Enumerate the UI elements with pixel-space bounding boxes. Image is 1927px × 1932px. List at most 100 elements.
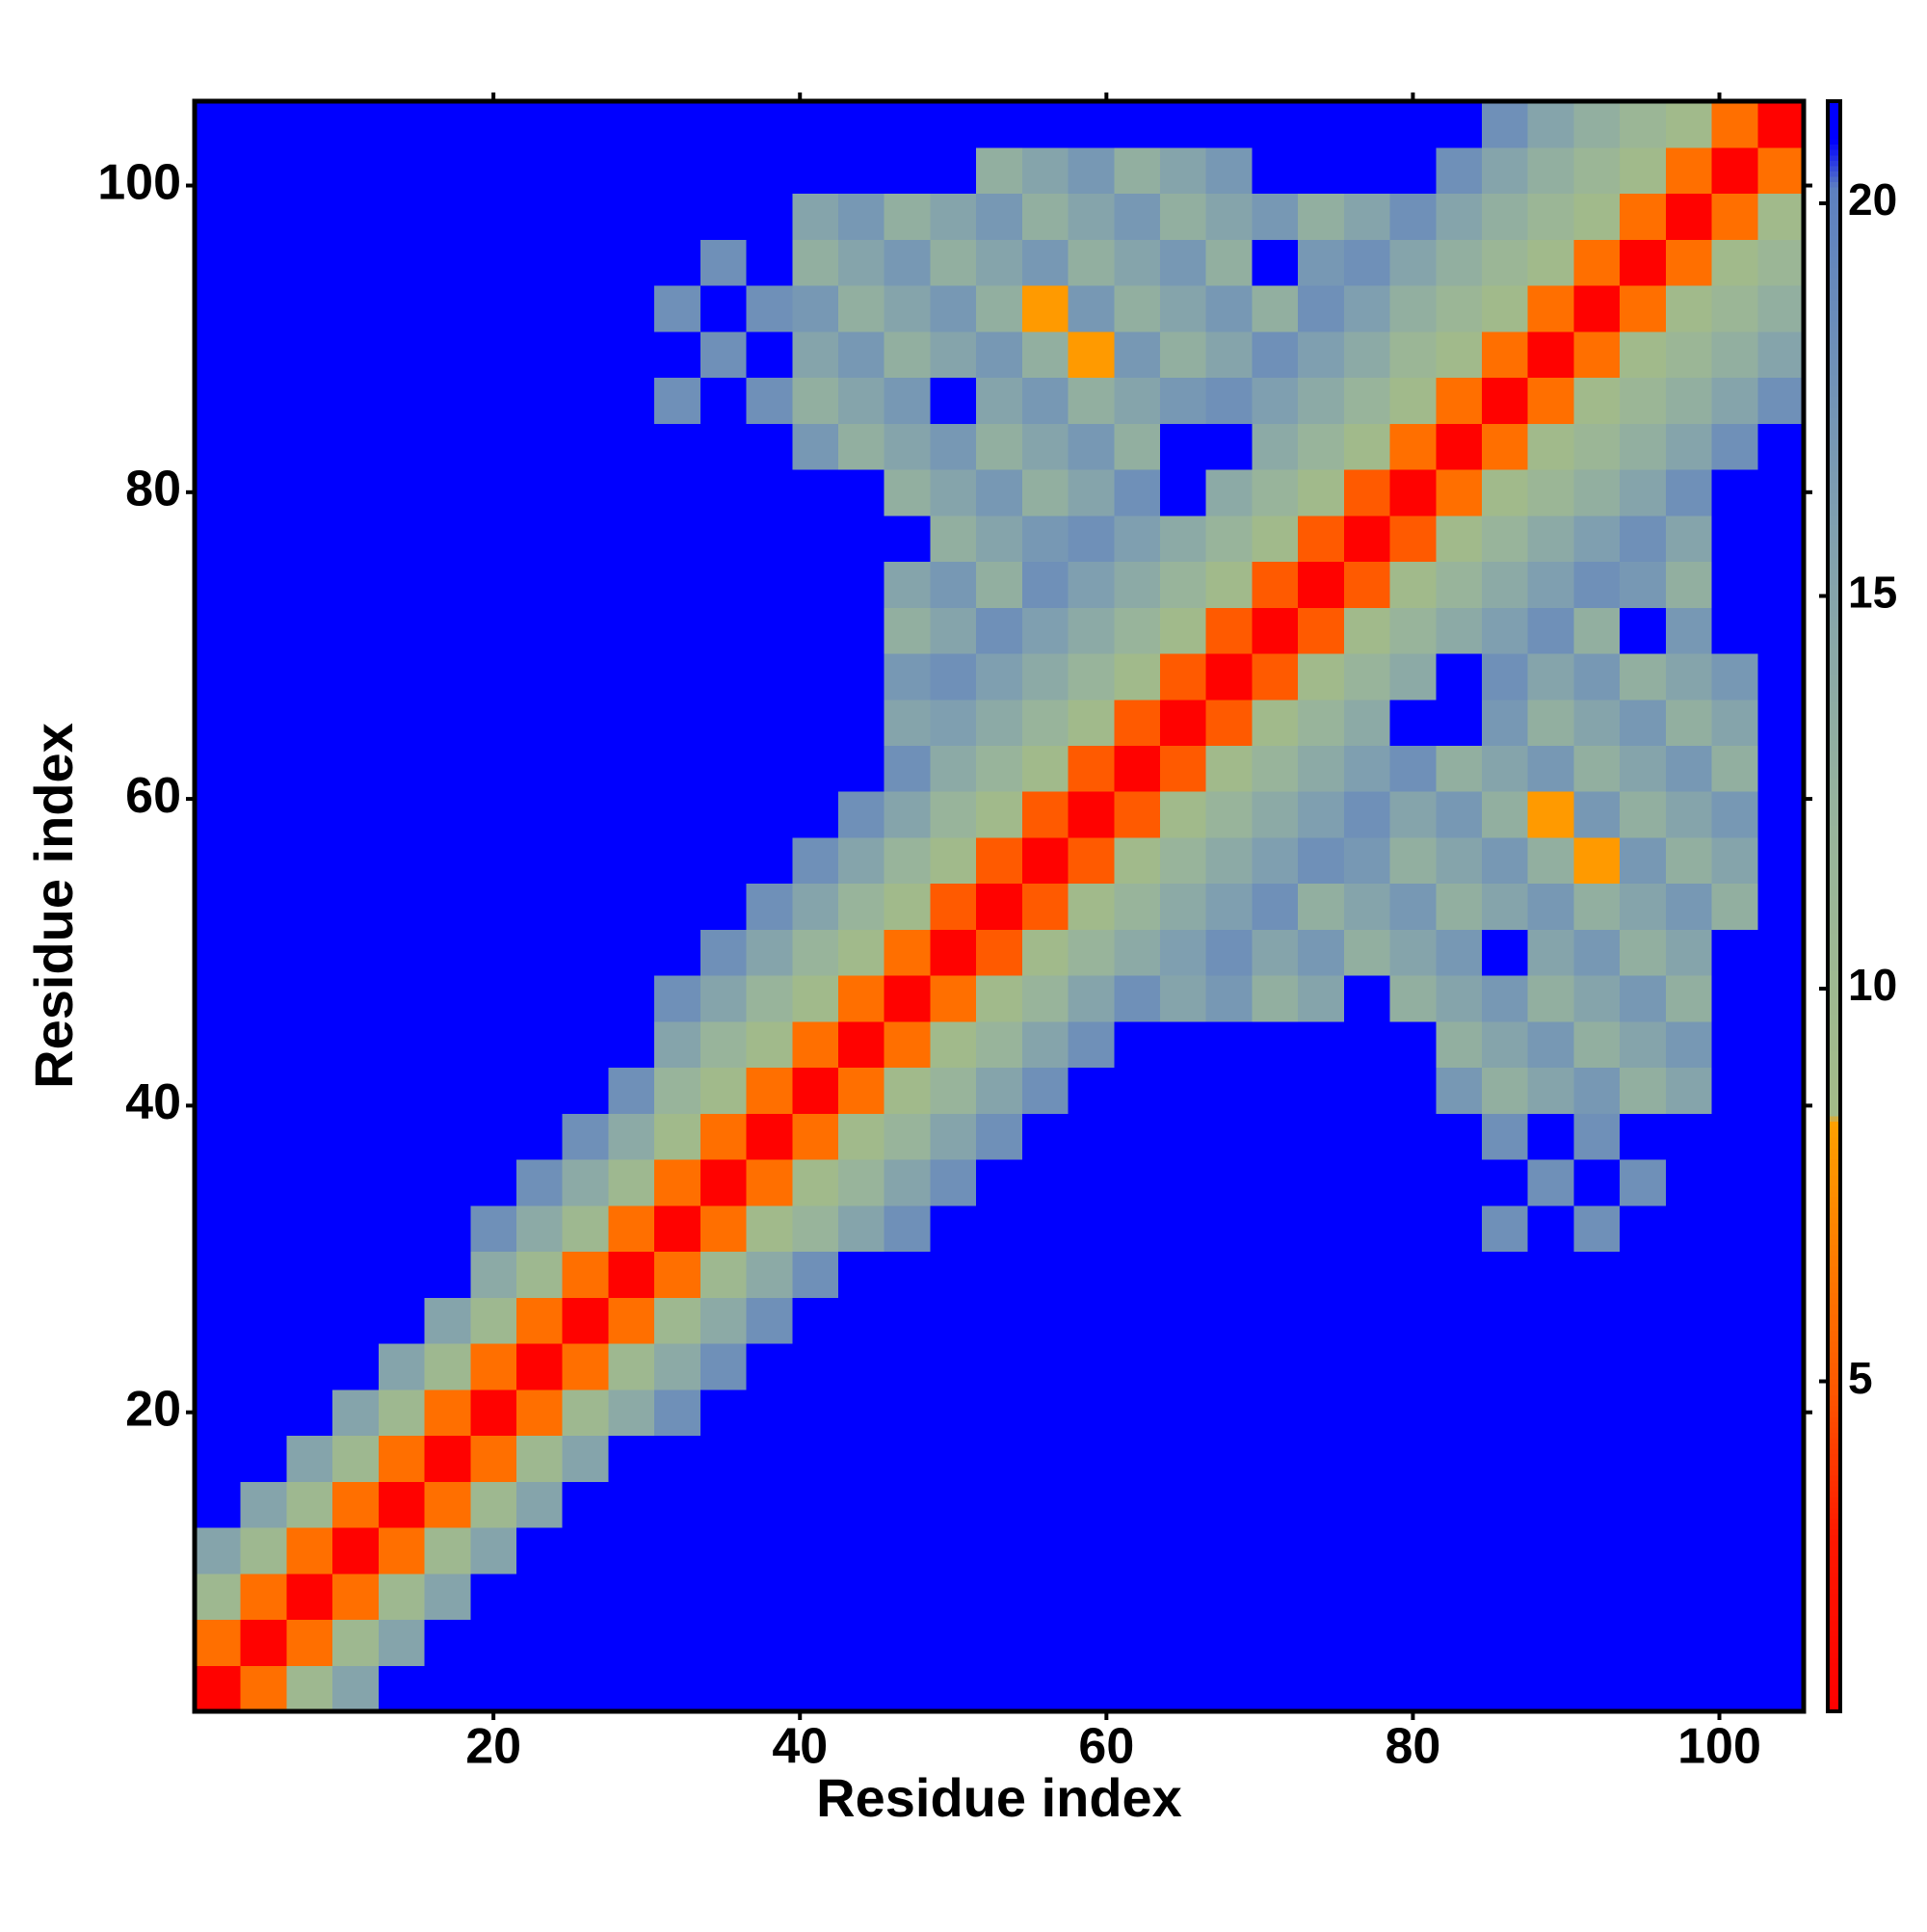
heatmap-cell <box>746 1573 793 1621</box>
heatmap-cell <box>470 1251 517 1298</box>
colorbar-swatch <box>1828 225 1840 231</box>
heatmap-cell <box>884 377 932 424</box>
heatmap-cell <box>792 1020 839 1069</box>
heatmap-cell <box>1436 423 1483 470</box>
heatmap-cell <box>1757 515 1805 563</box>
heatmap-cell <box>792 146 839 195</box>
colorbar-swatch <box>1828 1469 1840 1476</box>
heatmap-cell <box>1711 1435 1758 1482</box>
heatmap-cell <box>1757 377 1805 424</box>
heatmap-cell <box>1665 975 1713 1022</box>
heatmap-cell <box>1573 883 1621 930</box>
heatmap-cell <box>516 1251 564 1298</box>
heatmap-cell <box>1757 1573 1805 1621</box>
colorbar-swatch <box>1828 787 1840 795</box>
heatmap-cell <box>1160 1343 1207 1390</box>
heatmap-cell <box>1021 1573 1069 1621</box>
heatmap-cell <box>1620 1251 1667 1298</box>
heatmap-cell <box>240 652 288 701</box>
heatmap-cell <box>516 331 564 379</box>
heatmap-cell <box>424 468 471 516</box>
heatmap-cell <box>1205 699 1254 746</box>
colorbar-swatch <box>1828 1599 1840 1605</box>
heatmap-cell <box>378 791 426 838</box>
heatmap-cell <box>286 1619 333 1666</box>
heatmap-cell <box>838 1435 885 1482</box>
heatmap-cell <box>562 1481 610 1528</box>
heatmap-cell <box>654 101 701 148</box>
heatmap-cell <box>746 1665 793 1712</box>
heatmap-cell <box>516 468 564 516</box>
heatmap-cell <box>1252 1389 1299 1437</box>
colorbar-swatch <box>1828 1035 1840 1042</box>
heatmap-cell <box>470 1619 517 1666</box>
heatmap-cell <box>700 1665 748 1712</box>
heatmap-cell <box>562 791 610 838</box>
heatmap-cell <box>1757 1481 1805 1528</box>
heatmap-cell <box>1160 1527 1207 1575</box>
colorbar-swatch <box>1828 1405 1840 1412</box>
heatmap-cell <box>1757 699 1805 746</box>
heatmap-cell <box>470 1113 517 1160</box>
heatmap-cell <box>700 1113 748 1160</box>
heatmap-cell <box>1665 1067 1713 1114</box>
heatmap-cell <box>1620 883 1667 930</box>
heatmap-cell <box>1160 1481 1207 1528</box>
heatmap-cell <box>746 699 793 746</box>
heatmap-cell <box>1205 331 1254 379</box>
heatmap-cell <box>562 929 610 976</box>
heatmap-cell <box>1298 1481 1345 1528</box>
heatmap-cell <box>1114 607 1161 654</box>
heatmap-cell <box>1114 1527 1161 1575</box>
heatmap-cell <box>562 284 610 332</box>
heatmap-cell <box>240 239 288 286</box>
heatmap-cell <box>470 193 517 240</box>
heatmap-cell <box>470 377 517 424</box>
heatmap-cell <box>654 1665 701 1712</box>
heatmap-cell <box>976 239 1023 286</box>
heatmap-cell <box>792 468 839 516</box>
heatmap-cell <box>1021 1665 1069 1712</box>
heatmap-cell <box>240 101 288 148</box>
colorbar-swatch <box>1828 626 1840 634</box>
heatmap-cell <box>838 1251 885 1298</box>
x-axis-label: Residue index <box>816 1767 1182 1828</box>
colorbar-swatch <box>1828 396 1840 403</box>
heatmap-cell <box>516 1204 564 1253</box>
heatmap-cell <box>1482 284 1529 332</box>
heatmap-cell <box>700 146 748 195</box>
heatmap-cell <box>286 975 333 1022</box>
heatmap-cell <box>1389 929 1437 976</box>
heatmap-cell <box>746 1251 793 1298</box>
colorbar-swatch <box>1828 1196 1840 1203</box>
heatmap-cell <box>1757 1343 1805 1390</box>
heatmap-cell <box>1252 239 1299 286</box>
heatmap-cell <box>700 284 748 332</box>
heatmap-cell <box>1068 1251 1115 1298</box>
heatmap-cell <box>516 975 564 1022</box>
heatmap-cell <box>1068 1573 1115 1621</box>
heatmap-cell <box>608 1204 655 1253</box>
heatmap-cell <box>378 883 426 930</box>
heatmap-cell <box>1205 1435 1254 1482</box>
heatmap-cell <box>746 468 793 516</box>
heatmap-cell <box>1160 1389 1207 1437</box>
heatmap-cell <box>1757 331 1805 379</box>
heatmap-cell <box>562 1343 610 1390</box>
colorbar-swatch <box>1828 1394 1840 1401</box>
heatmap-cell <box>1021 1297 1069 1344</box>
heatmap-cell <box>470 1527 517 1575</box>
heatmap-cell <box>608 883 655 930</box>
heatmap-cell <box>976 331 1023 379</box>
heatmap-cell <box>470 146 517 195</box>
heatmap-cell <box>1482 423 1529 470</box>
heatmap-cell <box>1389 1389 1437 1437</box>
heatmap-cell <box>1068 699 1115 746</box>
heatmap-cell <box>746 1527 793 1575</box>
heatmap-cell <box>1436 239 1483 286</box>
heatmap-cell <box>1252 146 1299 195</box>
heatmap-cell <box>930 1020 977 1069</box>
heatmap-cell <box>1114 1481 1161 1528</box>
heatmap-cell <box>1436 377 1483 424</box>
